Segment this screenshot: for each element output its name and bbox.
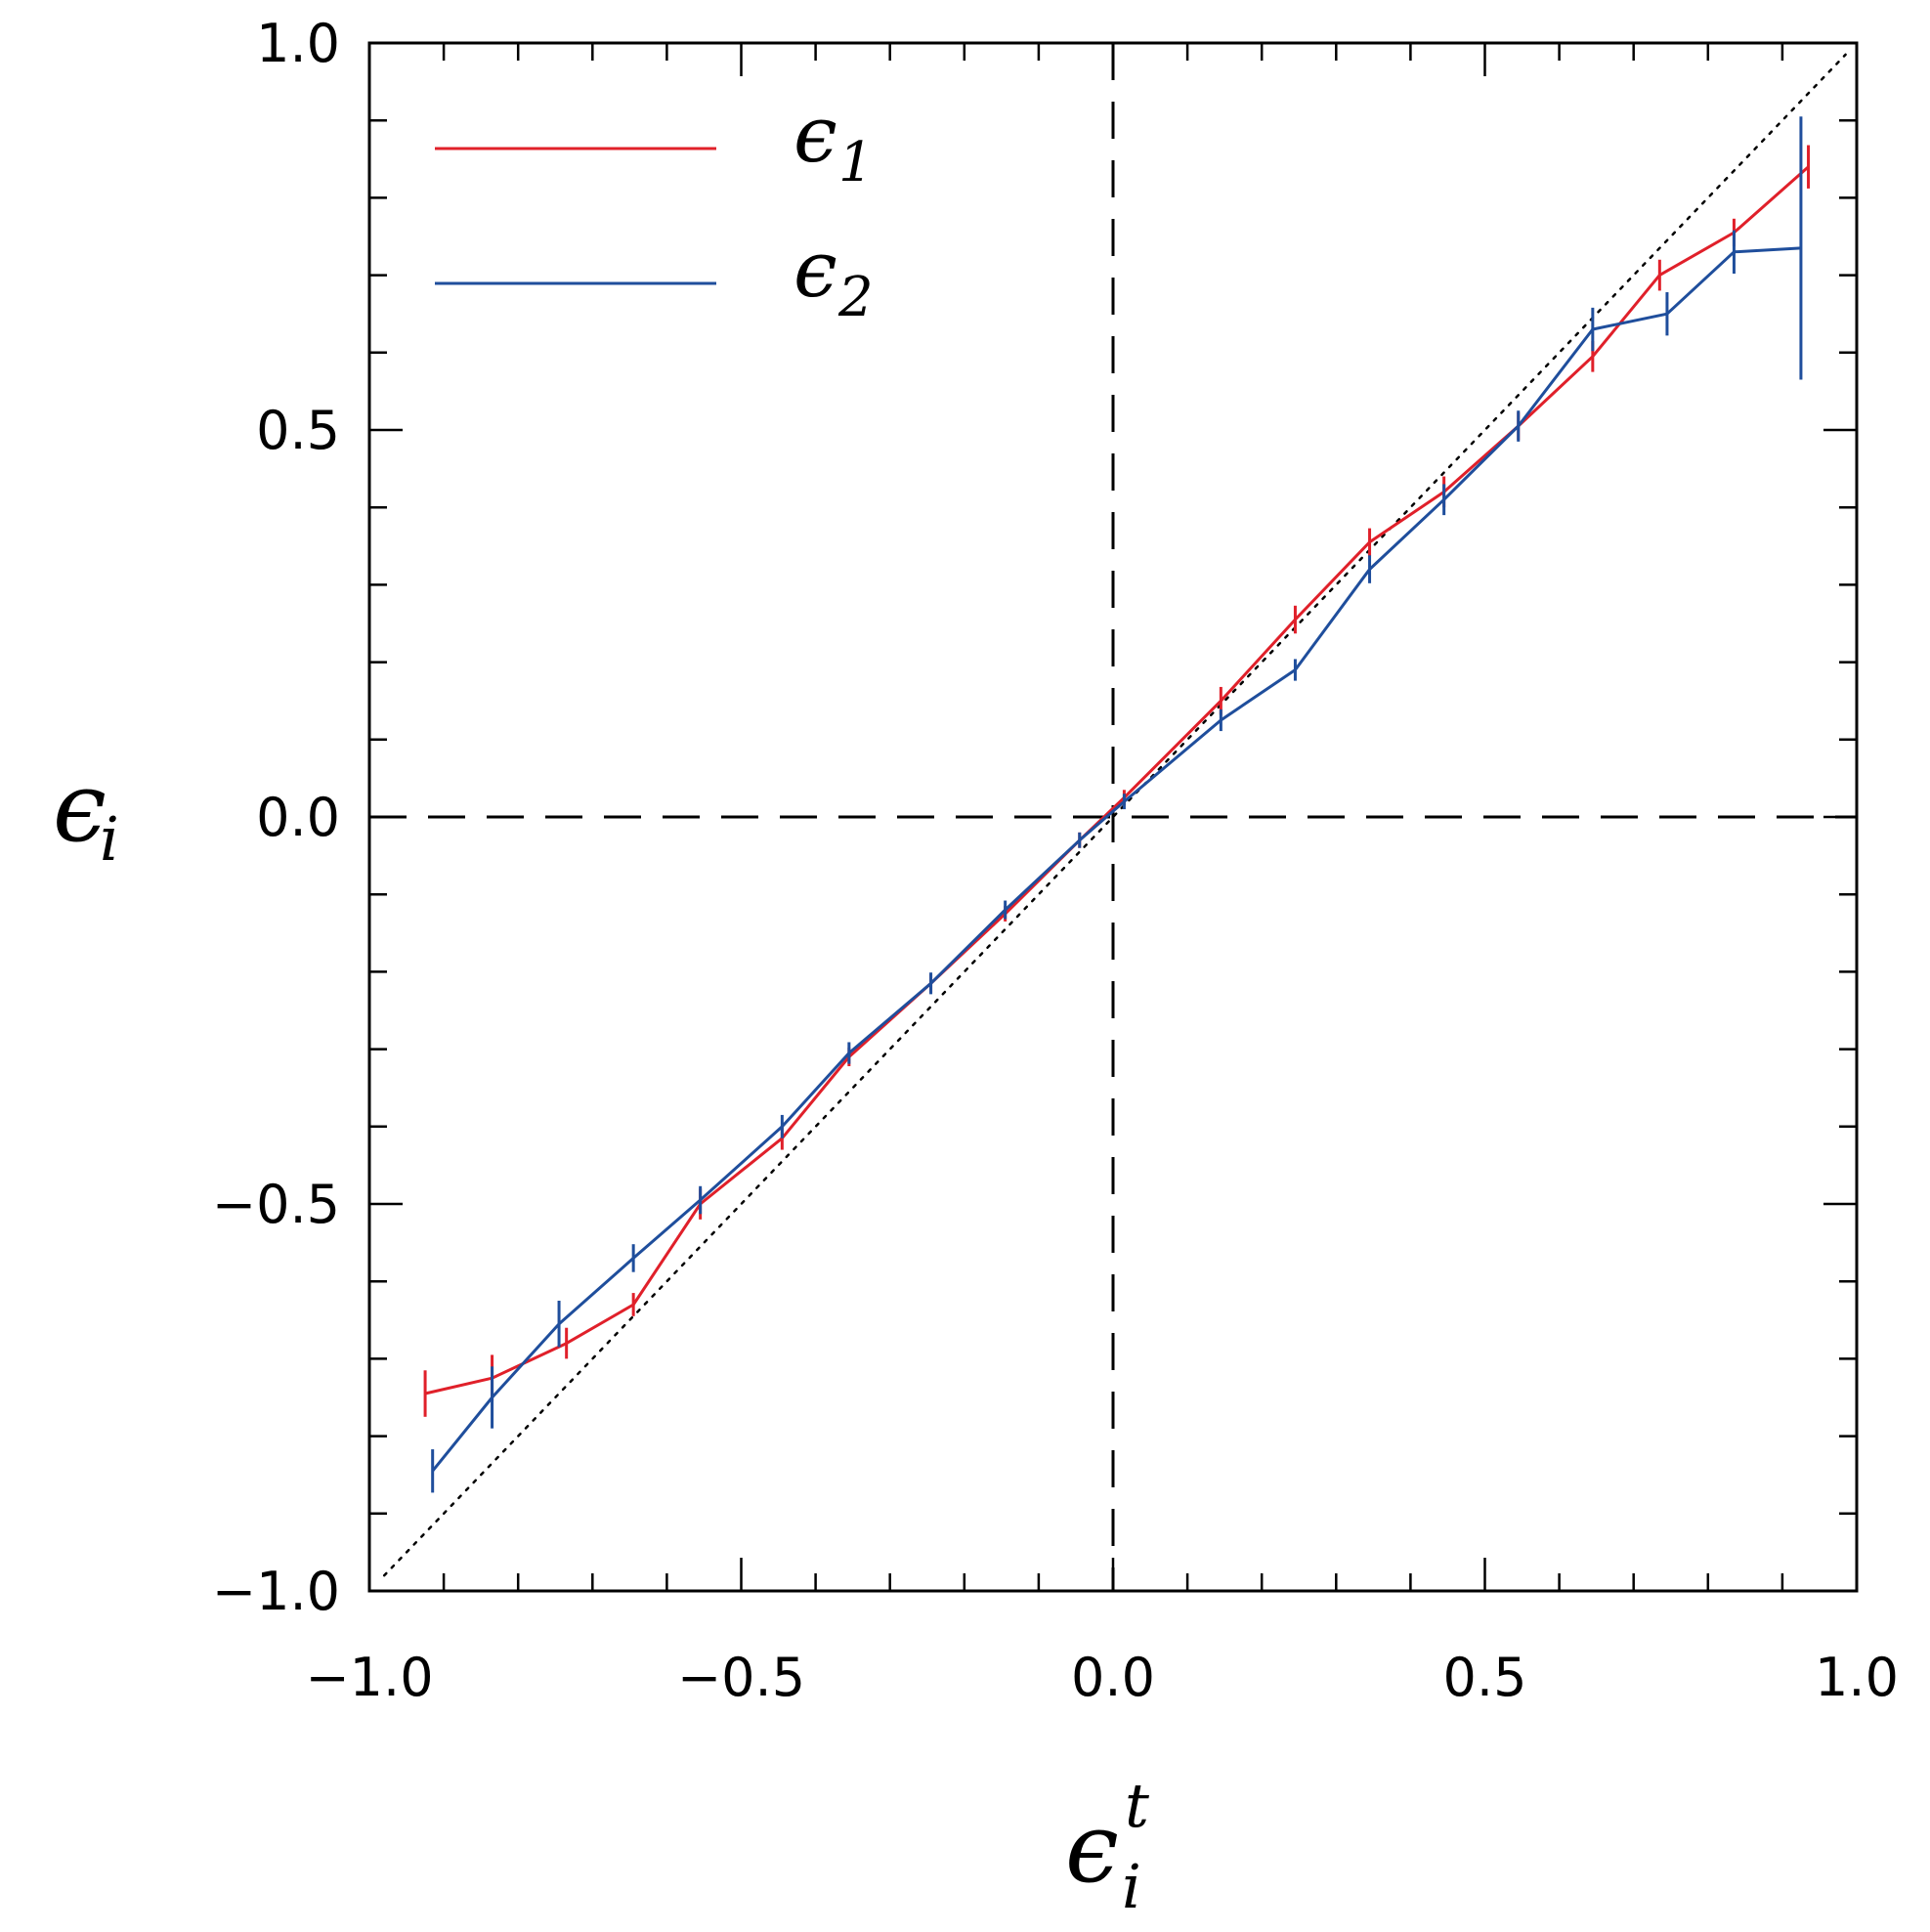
legend-label-epsilon-1: ϵ xyxy=(793,89,837,180)
x-axis-label: ϵ t i xyxy=(1065,1770,1149,1922)
x-tick-label: −0.5 xyxy=(677,1647,805,1708)
legend: ϵ 1 ϵ 2 xyxy=(435,89,874,329)
series-line-epsilon-1 xyxy=(424,165,1810,1395)
x-tick-label: 1.0 xyxy=(1815,1647,1899,1708)
svg-text:i: i xyxy=(1122,1851,1141,1922)
x-axis-label-base: ϵ xyxy=(1065,1793,1119,1905)
minor-ticks xyxy=(367,41,1859,1593)
y-tick-label: 1.0 xyxy=(256,13,340,74)
svg-text:ϵ: ϵ xyxy=(1065,1793,1119,1905)
identity-diagonal-line xyxy=(382,53,1847,1577)
svg-text:1: 1 xyxy=(838,131,874,194)
svg-text:2: 2 xyxy=(837,266,874,329)
legend-subscript-epsilon-2: 2 xyxy=(837,266,874,329)
legend-label-epsilon-2: ϵ xyxy=(793,224,837,315)
reference-lines xyxy=(369,43,1857,1591)
svg-text:ϵ: ϵ xyxy=(793,89,837,180)
legend-item-epsilon-1: ϵ 1 xyxy=(435,89,874,194)
y-tick-label: −0.5 xyxy=(212,1174,340,1235)
y-tick-label: 0.0 xyxy=(256,787,340,848)
series-layer xyxy=(423,116,1811,1493)
x-axis-label-subscript: i xyxy=(1122,1851,1141,1922)
legend-item-epsilon-2: ϵ 2 xyxy=(435,224,874,329)
y-tick-label: −1.0 xyxy=(212,1561,340,1622)
x-tick-labels: −1.0 −0.5 0.0 0.5 1.0 xyxy=(305,1647,1899,1708)
series-epsilon-1 xyxy=(423,145,1811,1417)
y-axis-label: ϵ i xyxy=(53,752,119,875)
y-tick-label: 0.5 xyxy=(256,400,340,461)
series-line-epsilon-2 xyxy=(431,246,1801,1473)
y-axis-label-subscript: i xyxy=(100,803,119,875)
svg-text:t: t xyxy=(1125,1770,1149,1841)
svg-text:i: i xyxy=(100,803,119,875)
legend-subscript-epsilon-1: 1 xyxy=(838,131,874,194)
x-axis-label-superscript: t xyxy=(1125,1770,1149,1841)
svg-text:ϵ: ϵ xyxy=(53,752,107,864)
plot-area xyxy=(367,41,1859,1593)
x-tick-label: 0.5 xyxy=(1443,1647,1527,1708)
y-axis-label-base: ϵ xyxy=(53,752,107,864)
series-epsilon-2 xyxy=(431,116,1803,1493)
y-tick-labels: −1.0 −0.5 0.0 0.5 1.0 xyxy=(212,13,340,1622)
x-tick-label: 0.0 xyxy=(1071,1647,1155,1708)
x-tick-label: −1.0 xyxy=(305,1647,433,1708)
svg-text:ϵ: ϵ xyxy=(793,224,837,315)
